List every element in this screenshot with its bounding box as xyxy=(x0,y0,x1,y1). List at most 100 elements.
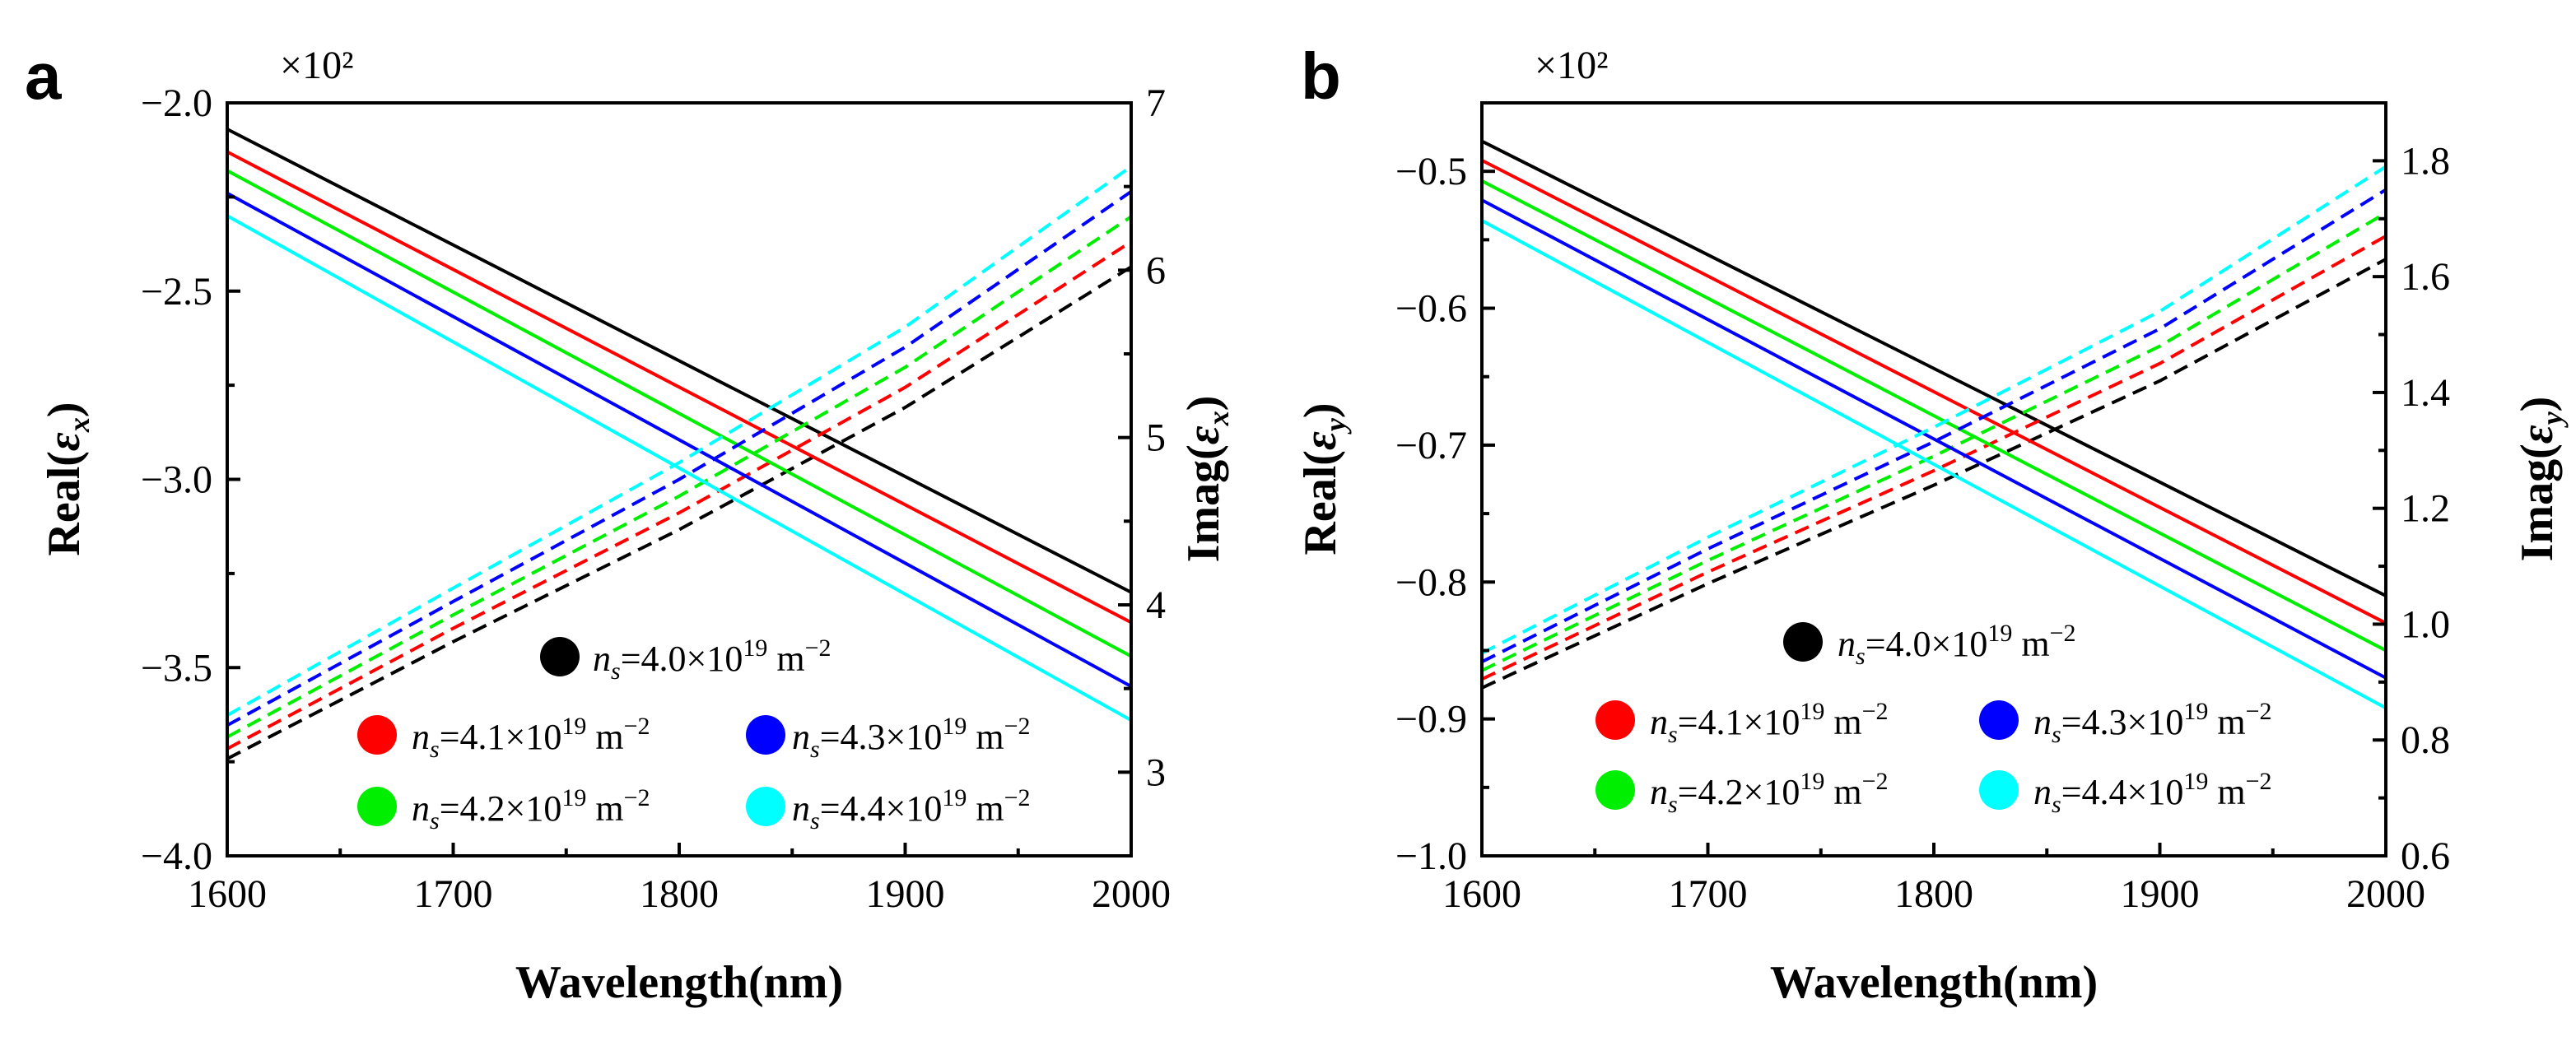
legend-marker xyxy=(1979,770,2019,810)
legend-unit: m xyxy=(586,717,623,757)
legend-marker xyxy=(1595,700,1635,740)
y-right-tick-label: 5 xyxy=(1146,416,1166,460)
y-left-tick-label: −0.8 xyxy=(1395,560,1467,604)
series-real-0 xyxy=(226,128,1132,594)
legend-n: n xyxy=(412,788,430,829)
y-left-tick-label: −0.5 xyxy=(1395,150,1467,193)
label-subscript: y xyxy=(2536,411,2569,428)
y-right-tick-label: 6 xyxy=(1146,249,1166,292)
legend-n: n xyxy=(792,788,810,829)
legend-n-sub: s xyxy=(1668,791,1678,818)
legend-unit-exp: −2 xyxy=(2246,768,2272,795)
legend-n: n xyxy=(1838,624,1856,664)
legend-entry-label: ns=4.4×1019 m−2 xyxy=(2033,768,2271,818)
x-tick-label: 1600 xyxy=(1442,872,1521,916)
y-right-tick-label: 1.8 xyxy=(2401,139,2450,183)
y-left-tick-label: −1.0 xyxy=(1395,834,1467,878)
y-right-axis-label: Imag(εx) xyxy=(1178,396,1235,563)
legend-unit-exp: −2 xyxy=(805,634,831,662)
legend-unit: m xyxy=(2208,772,2245,812)
legend-unit: m xyxy=(967,788,1004,829)
label-symbol: ε xyxy=(2512,425,2563,444)
legend-value: =4.2×10 xyxy=(1678,772,1800,812)
label-prefix: Imag( xyxy=(2512,444,2563,561)
x-tick-label: 1600 xyxy=(188,872,267,916)
series-real-1 xyxy=(1481,159,2387,625)
legend: ns=4.0×1019 m−2ns=4.1×1019 m−2ns=4.2×101… xyxy=(1595,620,2271,818)
legend-marker xyxy=(357,787,397,826)
series-group xyxy=(1481,139,2387,710)
series-group xyxy=(226,128,1133,760)
legend-value: =4.2×10 xyxy=(440,788,562,829)
label-suffix: ) xyxy=(1178,396,1229,411)
legend-n-sub: s xyxy=(611,658,621,685)
legend-entry-label: ns=4.4×1019 m−2 xyxy=(792,784,1030,834)
y-left-axis-label: Real(εx) xyxy=(39,402,95,555)
y-right-tick-label: 1.4 xyxy=(2401,371,2450,415)
y-left-tick-label: −0.7 xyxy=(1395,424,1467,467)
legend-n-sub: s xyxy=(1668,721,1678,748)
y-left-tick-label: −0.6 xyxy=(1395,287,1467,331)
label-symbol: ε xyxy=(39,432,90,451)
legend-marker xyxy=(1783,622,1823,662)
legend-exp: 19 xyxy=(2183,698,2208,725)
legend-n: n xyxy=(2033,702,2052,742)
legend-unit-exp: −2 xyxy=(1862,768,1889,795)
legend-n-sub: s xyxy=(430,736,440,763)
y-right-tick-label: 1.2 xyxy=(2401,487,2450,531)
label-prefix: Real( xyxy=(1295,450,1346,555)
legend-unit-exp: −2 xyxy=(624,713,650,740)
legend-marker xyxy=(1595,770,1635,810)
y-right-tick-label: 0.6 xyxy=(2401,834,2450,878)
legend-n: n xyxy=(2033,772,2052,812)
legend-unit: m xyxy=(967,717,1004,757)
series-imag-0 xyxy=(1481,258,2387,690)
legend-n: n xyxy=(593,639,611,679)
x-tick-label: 2000 xyxy=(2346,872,2425,916)
legend-unit: m xyxy=(2012,624,2049,664)
y-right-tick-label: 1.6 xyxy=(2401,255,2450,299)
series-imag-3 xyxy=(226,190,1133,727)
axis-multiplier: ×10² xyxy=(1535,44,1608,87)
legend-n-sub: s xyxy=(810,736,820,763)
axis-multiplier: ×10² xyxy=(280,44,353,87)
legend-n-sub: s xyxy=(2052,721,2061,748)
legend-unit-exp: −2 xyxy=(1004,713,1031,740)
x-tick-label: 1900 xyxy=(2121,872,2200,916)
legend-exp: 19 xyxy=(1987,620,2012,647)
legend-entry-label: ns=4.3×1019 m−2 xyxy=(792,713,1030,763)
legend-marker xyxy=(1979,700,2019,740)
legend-n-sub: s xyxy=(2052,791,2061,818)
series-real-2 xyxy=(1481,179,2387,653)
legend-unit: m xyxy=(586,788,623,829)
label-suffix: ) xyxy=(39,402,90,417)
legend-n-sub: s xyxy=(810,807,820,834)
series-imag-4 xyxy=(1481,165,2387,655)
x-tick-label: 1900 xyxy=(866,872,945,916)
legend-exp: 19 xyxy=(743,634,767,662)
legend-exp: 19 xyxy=(561,713,586,740)
legend-entry-label: ns=4.2×1019 m−2 xyxy=(412,784,650,834)
legend-entry-label: ns=4.0×1019 m−2 xyxy=(1838,620,2075,670)
series-real-4 xyxy=(226,214,1132,723)
y-left-tick-label: −2.5 xyxy=(141,270,212,314)
legend-n: n xyxy=(792,717,810,757)
legend-n-sub: s xyxy=(1856,643,1866,670)
y-left-tick-label: −3.5 xyxy=(141,646,212,690)
legend-marker xyxy=(746,715,785,755)
legend-unit: m xyxy=(2208,702,2245,742)
label-suffix: ) xyxy=(1295,402,1346,418)
series-imag-1 xyxy=(226,240,1133,751)
y-right-tick-label: 4 xyxy=(1146,583,1166,627)
legend-entry-label: ns=4.1×1019 m−2 xyxy=(1650,698,1888,748)
x-tick-label: 1700 xyxy=(414,872,493,916)
plot-frame xyxy=(1480,101,2387,857)
y-right-tick-label: 7 xyxy=(1146,81,1166,125)
legend-unit: m xyxy=(1824,702,1861,742)
x-tick-label: 2000 xyxy=(1092,872,1171,916)
legend-unit: m xyxy=(767,639,804,679)
series-real-3 xyxy=(226,192,1132,688)
legend-value: =4.1×10 xyxy=(1678,702,1800,742)
series-real-4 xyxy=(1481,219,2387,710)
